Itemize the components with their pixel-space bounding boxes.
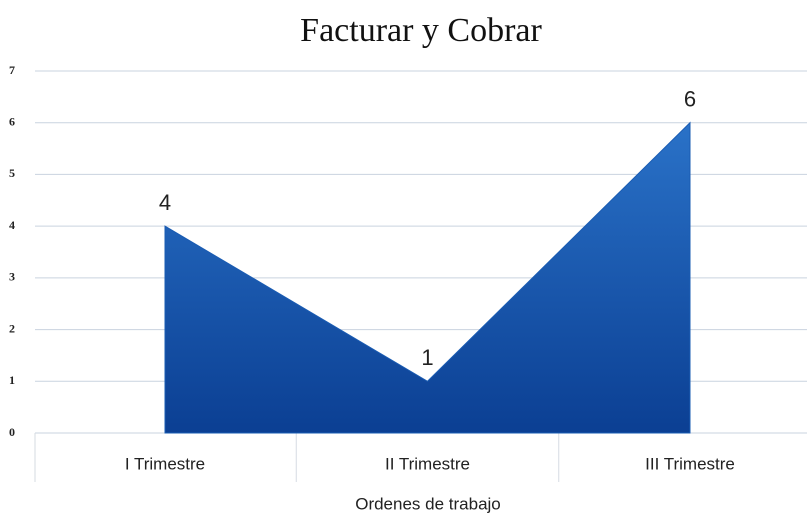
x-tick-label: I Trimestre xyxy=(125,454,205,473)
y-tick-label: 7 xyxy=(9,63,15,77)
y-tick-label: 5 xyxy=(9,166,15,180)
x-tick-label: III Trimestre xyxy=(645,454,735,473)
x-tick-label: II Trimestre xyxy=(385,454,470,473)
y-tick-label: 1 xyxy=(9,373,15,387)
data-label: 4 xyxy=(159,190,171,215)
data-label: 1 xyxy=(421,345,433,370)
y-tick-label: 3 xyxy=(9,270,15,284)
area xyxy=(164,121,691,434)
y-tick-label: 0 xyxy=(9,425,15,439)
y-tick-label: 2 xyxy=(9,321,15,335)
chart-title: Facturar y Cobrar xyxy=(300,12,542,49)
y-tick-label: 4 xyxy=(9,218,15,232)
x-axis-label: Ordenes de trabajo xyxy=(355,494,501,513)
data-label: 6 xyxy=(684,87,696,112)
y-tick-label: 6 xyxy=(9,114,15,128)
